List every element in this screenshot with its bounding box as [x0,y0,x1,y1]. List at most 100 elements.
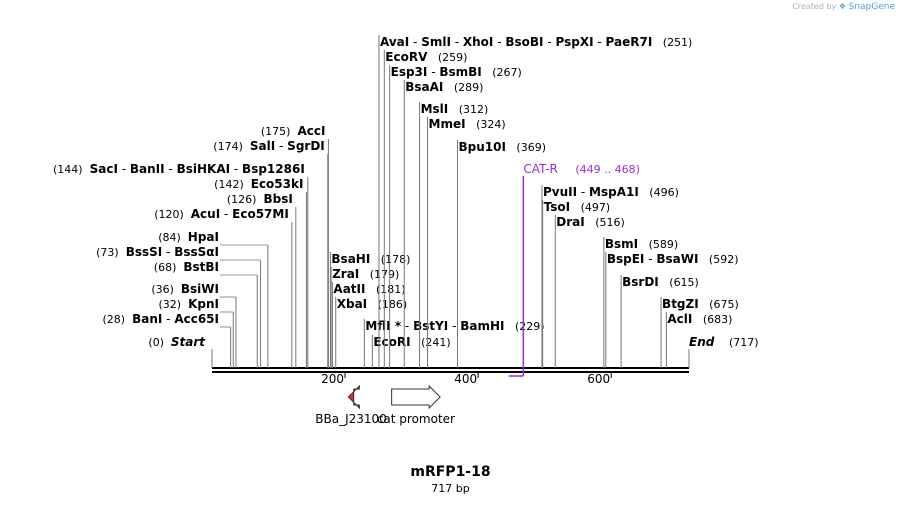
enzyme-label[interactable]: (68) BstBI [154,260,219,274]
enzyme-position: (28) [103,313,133,326]
enzyme-site[interactable]: Esp3I - BsmBI (267) [389,65,522,368]
enzyme-site[interactable]: (84) HpaI [158,230,269,368]
enzyme-label[interactable]: AatII (181) [333,282,405,296]
enzyme-label[interactable]: (36) BsiWI [151,282,219,296]
scale-tick-label: 200 [321,372,344,386]
enzyme-name: PspXI [556,35,594,49]
enzyme-position: (84) [158,231,188,244]
enzyme-site[interactable]: AclI (683) [665,312,732,368]
enzyme-separator: - [230,162,242,176]
enzyme-site[interactable]: BspEI - BsaWI (592) [605,252,739,368]
enzyme-site[interactable]: (126) BbsI [227,192,297,368]
enzyme-site[interactable]: BsmI (589) [603,237,678,368]
enzyme-site[interactable]: (144) SacI - BanII - BsiHKAI - Bsp1286I [53,162,309,368]
enzyme-name: BsiHKAI [177,162,231,176]
enzyme-name: BstBI [183,260,219,274]
enzyme-name: MslI [421,102,449,116]
enzyme-label[interactable]: Esp3I - BsmBI (267) [391,65,522,79]
enzyme-site[interactable]: (120) AcuI - Eco57MI [154,207,293,368]
enzyme-label[interactable]: BspEI - BsaWI (592) [607,252,739,266]
enzyme-separator: - [448,319,460,333]
enzyme-label[interactable]: TsoI (497) [544,200,611,214]
enzyme-site[interactable]: BsaAI (289) [403,80,483,368]
enzyme-name: BtgZI [662,297,699,311]
enzyme-label[interactable]: BsaAI (289) [405,80,483,94]
enzyme-label[interactable]: AclI (683) [667,312,732,326]
enzyme-label[interactable]: (144) SacI - BanII - BsiHKAI - Bsp1286I [53,162,305,176]
enzyme-name: AclI [667,312,692,326]
enzyme-site[interactable]: (32) KpnI [159,297,234,368]
enzyme-position: (36) [151,283,181,296]
feature-bba-j23100[interactable] [347,384,360,410]
enzyme-name: BspEI [607,252,645,266]
enzyme-label[interactable]: AvaI - SmlI - XhoI - BsoBI - PspXI - Pae… [380,35,692,49]
enzyme-label[interactable]: MflI * - BstYI - BamHI (229) [365,319,544,333]
enzyme-label[interactable]: BtgZI (675) [662,297,739,311]
enzyme-site[interactable]: BsrDI (615) [620,275,699,368]
enzyme-label[interactable]: MslI (312) [421,102,489,116]
enzyme-site[interactable]: TsoI (497) [542,200,611,368]
start-position: (0) [148,336,164,349]
enzyme-site[interactable]: (142) Eco53kI [214,177,307,368]
enzyme-site[interactable]: XbaI (186) [335,297,407,368]
enzyme-label[interactable]: (28) BanI - Acc65I [103,312,220,326]
enzyme-position: (32) [159,298,189,311]
enzyme-site[interactable]: (73) BssSI - BssSαI [96,245,262,368]
enzyme-site[interactable]: MslI (312) [419,102,489,368]
enzyme-site[interactable]: EcoRV (259) [383,50,467,368]
enzyme-label[interactable]: EcoRI (241) [373,335,450,349]
feature-arrow [347,384,360,410]
enzyme-label[interactable]: (126) BbsI [227,192,293,206]
enzyme-site[interactable]: (28) BanI - Acc65I [103,312,232,368]
enzyme-site[interactable]: MmeI (324) [427,117,506,368]
primer-cat-r[interactable] [508,176,525,377]
enzyme-label[interactable]: Bpu10I (369) [458,140,546,154]
enzyme-label[interactable]: BsmI (589) [605,237,678,251]
enzyme-label[interactable]: (142) Eco53kI [214,177,303,191]
enzyme-site[interactable]: MflI * - BstYI - BamHI (229) [363,319,545,368]
enzyme-name: BstYI [413,319,448,333]
enzyme-label[interactable]: BsrDI (615) [622,275,699,289]
enzyme-label[interactable]: (32) KpnI [159,297,219,311]
enzyme-separator: - [275,139,287,153]
enzyme-separator: - [162,312,174,326]
enzyme-site[interactable]: AvaI - SmlI - XhoI - BsoBI - PspXI - Pae… [378,35,692,368]
enzyme-label[interactable]: (120) AcuI - Eco57MI [154,207,289,221]
enzyme-position: (615) [659,276,699,289]
enzyme-label[interactable]: DraI (516) [556,215,625,229]
enzyme-label[interactable]: MmeI (324) [429,117,506,131]
enzyme-site[interactable]: PvuII - MspA1I (496) [541,185,679,368]
enzyme-position: (589) [638,238,678,251]
enzyme-name: BssSαI [174,245,219,259]
enzyme-label[interactable]: (84) HpaI [158,230,219,244]
enzyme-label[interactable]: BsaHI (178) [331,252,410,266]
enzyme-label[interactable]: (175) AccI [261,124,326,138]
enzyme-label[interactable]: (73) BssSI - BssSαI [96,245,219,259]
enzyme-position: (683) [692,313,732,326]
enzyme-site[interactable]: (36) BsiWI [151,282,237,368]
enzyme-name: AccI [297,124,325,138]
enzyme-position: (592) [698,253,738,266]
enzyme-site[interactable]: EcoRI (241) [371,335,451,368]
enzyme-name: BssSI [126,245,163,259]
enzyme-position: (324) [466,118,506,131]
enzyme-label[interactable]: PvuII - MspA1I (496) [543,185,679,199]
enzyme-site[interactable]: BsaHI (178) [329,252,410,368]
enzyme-site[interactable]: BtgZI (675) [660,297,739,368]
enzyme-label[interactable]: (174) SalI - SgrDI [213,139,324,153]
enzyme-name: PaeR7I [606,35,653,49]
enzyme-label[interactable]: XbaI (186) [337,297,407,311]
enzyme-site[interactable]: AatII (181) [331,282,406,368]
enzyme-name: ZraI [332,267,359,281]
enzyme-name: BsmBI [439,65,481,79]
enzyme-site[interactable]: DraI (516) [554,215,625,368]
feature-cat-promoter[interactable] [391,384,441,410]
enzyme-site[interactable]: (175) AccI [261,124,329,368]
enzyme-site[interactable]: Bpu10I (369) [456,140,546,368]
enzyme-label[interactable]: EcoRV (259) [385,50,467,64]
enzyme-position: (241) [411,336,451,349]
enzyme-site[interactable]: (68) BstBI [154,260,258,368]
enzyme-name: TsoI [544,200,570,214]
enzyme-site[interactable]: (174) SalI - SgrDI [213,139,329,368]
